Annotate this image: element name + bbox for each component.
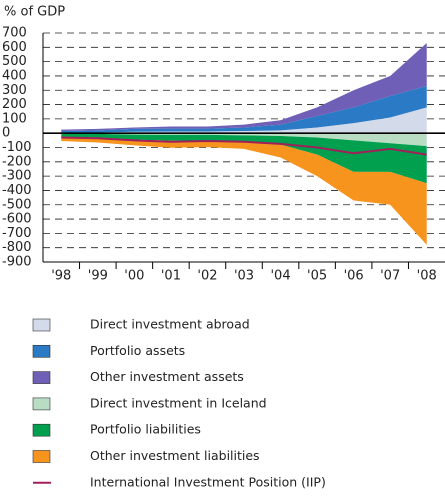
y-tick-label: -300 xyxy=(2,169,32,184)
legend-label: Other investment liabilities xyxy=(90,448,260,463)
line xyxy=(61,136,427,156)
y-axis-label: % of GDP xyxy=(4,5,65,20)
x-tick-label: '06 xyxy=(344,269,364,284)
y-tick-label: 600 xyxy=(2,40,27,55)
x-tick-label: '08 xyxy=(417,269,437,284)
y-tick-label: -100 xyxy=(2,140,32,155)
y-tick-label: 200 xyxy=(2,97,27,112)
legend-swatch xyxy=(32,423,51,437)
x-tick-label: '01 xyxy=(161,269,181,284)
y-tick-label: 300 xyxy=(2,83,27,98)
y-tick-label: 400 xyxy=(2,68,27,83)
legend-swatch xyxy=(32,450,51,463)
y-tick-label: 100 xyxy=(2,111,27,126)
x-tick-label: '04 xyxy=(270,269,290,284)
legend-label: Portfolio liabilities xyxy=(90,422,201,437)
legend-label: Other investment assets xyxy=(90,369,244,384)
area xyxy=(61,136,427,245)
area xyxy=(61,133,427,184)
legend-swatch xyxy=(32,397,51,411)
area xyxy=(61,107,427,134)
legend-swatch xyxy=(32,371,51,384)
y-tick-label: 0 xyxy=(2,126,10,141)
y-tick-label: -500 xyxy=(2,197,32,212)
x-tick-label: '03 xyxy=(234,269,254,284)
y-tick-label: -400 xyxy=(2,183,32,198)
y-tick-label: -900 xyxy=(2,255,32,270)
y-tick-label: -700 xyxy=(2,226,32,241)
x-tick-label: '99 xyxy=(88,269,108,284)
x-tick-label: '00 xyxy=(124,269,144,284)
area xyxy=(61,85,427,133)
x-tick-label: '98 xyxy=(51,269,71,284)
x-tick-label: '07 xyxy=(380,269,400,284)
y-tick-label: 500 xyxy=(2,54,27,69)
legend-label: Direct investment in Iceland xyxy=(90,395,267,410)
y-tick-label: 700 xyxy=(2,26,27,41)
area xyxy=(61,133,427,147)
legend-swatch xyxy=(32,344,51,358)
y-tick-label: -200 xyxy=(2,154,32,169)
x-tick-label: '05 xyxy=(307,269,327,284)
y-tick-label: -600 xyxy=(2,212,32,227)
legend-label: Direct investment abroad xyxy=(90,317,250,332)
x-tick-label: '02 xyxy=(197,269,217,284)
y-tick-label: -800 xyxy=(2,240,32,255)
legend-label: International Investment Position (IIP) xyxy=(90,474,326,489)
legend-swatch xyxy=(32,318,51,332)
legend-label: Portfolio assets xyxy=(90,343,185,358)
area xyxy=(61,43,427,132)
